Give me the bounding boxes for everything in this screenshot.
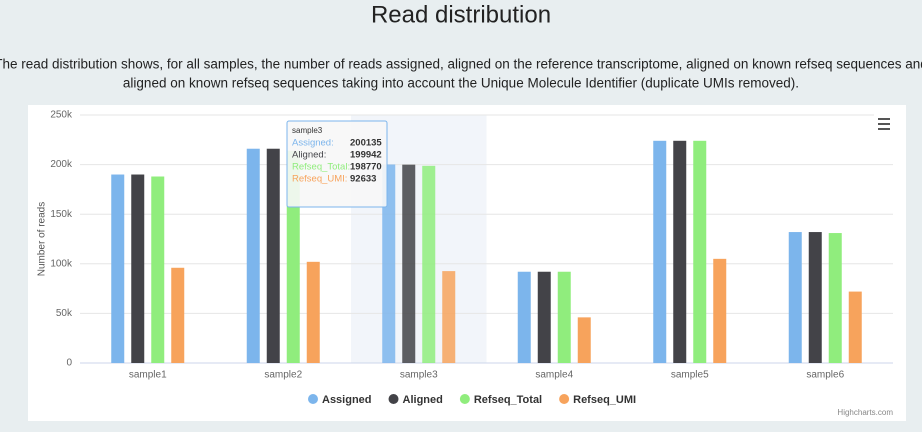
legend-label: Refseq_UMI	[573, 394, 636, 406]
bar	[246, 148, 260, 363]
bar	[306, 261, 320, 363]
tooltip-value: 92633	[350, 174, 376, 185]
x-tick-label: sample4	[535, 370, 573, 381]
legend-label: Refseq_Total	[474, 394, 542, 406]
bar	[537, 271, 551, 363]
legend-label: Aligned	[403, 394, 443, 406]
bar	[171, 267, 185, 363]
bar	[517, 271, 531, 363]
bar	[382, 164, 396, 363]
description-line: The read distribution shows, for all sam…	[0, 57, 922, 72]
bar	[577, 317, 591, 363]
tooltip-box	[286, 120, 388, 208]
description-line: aligned on known refseq sequences taking…	[123, 76, 799, 91]
bar	[693, 140, 707, 363]
legend-symbol	[559, 394, 570, 404]
credits: Highcharts.com	[837, 408, 893, 417]
bar	[788, 232, 802, 363]
y-axis-title: Number of reads	[37, 202, 48, 276]
bar	[442, 271, 456, 363]
bar	[808, 232, 822, 363]
x-tick-label: sample1	[129, 370, 167, 381]
tooltip-label: Aligned:	[292, 150, 326, 161]
tooltip-label: Refseq_UMI:	[292, 174, 347, 185]
y-tick-label: 250k	[50, 110, 73, 121]
bar	[422, 165, 436, 363]
x-tick-label: sample3	[400, 370, 438, 381]
tooltip-value: 198770	[350, 162, 382, 173]
tooltip-value: 199942	[350, 150, 382, 161]
bar	[151, 176, 165, 363]
y-tick-label: 50k	[56, 308, 73, 319]
tooltip-label: Refseq_Total:	[292, 162, 350, 173]
legend-symbol	[459, 394, 470, 404]
bar	[557, 271, 571, 363]
chart-panel	[28, 105, 906, 421]
bar	[402, 164, 416, 363]
bar	[653, 140, 667, 363]
y-tick-label: 0	[66, 358, 72, 369]
x-tick-label: sample6	[806, 370, 844, 381]
bar	[848, 291, 862, 363]
menu-button[interactable]	[874, 114, 894, 134]
page-title: Read distribution	[371, 1, 551, 28]
tooltip-label: Assigned:	[292, 138, 334, 149]
bar	[673, 140, 687, 363]
bar	[131, 174, 145, 363]
legend-label: Assigned	[322, 394, 372, 406]
tooltip-title: sample3	[292, 126, 323, 135]
x-tick-label: sample5	[671, 370, 709, 381]
bar	[713, 258, 727, 363]
bar	[111, 174, 125, 363]
tooltip-value: 200135	[350, 138, 382, 149]
legend-symbol	[388, 394, 399, 404]
y-tick-label: 150k	[50, 209, 73, 220]
y-tick-label: 100k	[50, 258, 73, 269]
y-tick-label: 200k	[50, 159, 73, 170]
bar	[828, 233, 842, 363]
legend-symbol	[308, 394, 318, 404]
x-tick-label: sample2	[264, 370, 302, 381]
bar	[266, 148, 280, 363]
